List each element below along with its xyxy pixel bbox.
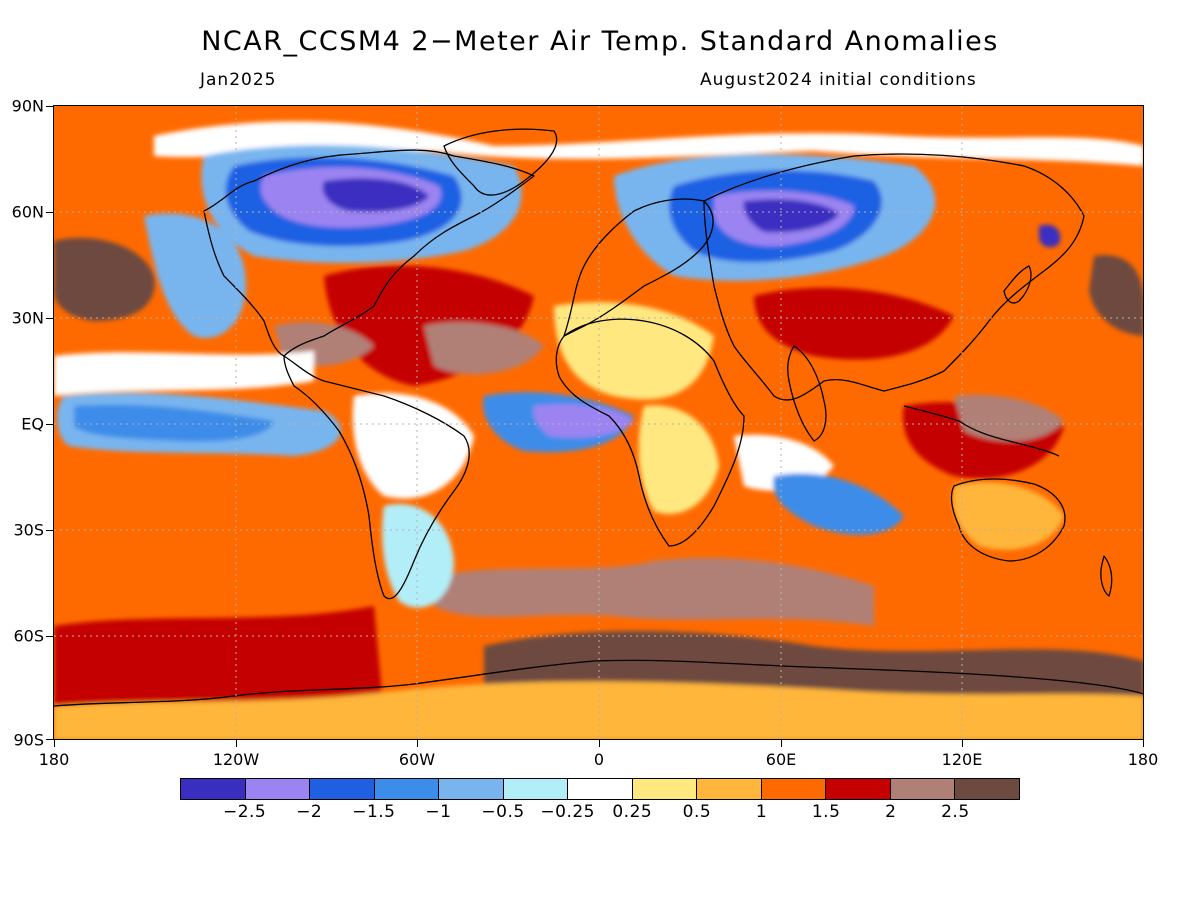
legend-label: −0.5 bbox=[481, 802, 525, 822]
lat-label-60n: 60N bbox=[11, 202, 44, 222]
legend-label: 0.5 bbox=[682, 802, 712, 822]
field-warm-brown-e bbox=[424, 322, 544, 375]
legend-label: 1 bbox=[755, 802, 768, 822]
legend-swatch bbox=[503, 779, 569, 799]
lat-label-60s: 60S bbox=[13, 626, 44, 646]
tick-lat-eq bbox=[46, 424, 53, 425]
coastline-india bbox=[787, 345, 827, 442]
lon-label-180e: 180 bbox=[1127, 750, 1159, 769]
coastline-new-zealand bbox=[1100, 555, 1113, 597]
tick-lat-90s bbox=[46, 739, 53, 740]
field-warm-2-c bbox=[1089, 255, 1144, 336]
legend-label: 0.25 bbox=[612, 802, 653, 822]
field-neutral-arctic bbox=[154, 121, 1144, 166]
legend-label: −2.5 bbox=[222, 802, 267, 822]
legend-swatch bbox=[826, 779, 891, 799]
lat-label-30s: 30S bbox=[13, 520, 44, 540]
field-coldest-canada-core bbox=[322, 178, 429, 212]
lon-label-60w: 60W bbox=[398, 750, 436, 769]
legend-swatch bbox=[568, 779, 633, 799]
legend-swatch bbox=[890, 779, 956, 799]
legend-swatch bbox=[955, 779, 1019, 799]
field-warm-2-b bbox=[54, 237, 155, 321]
initial-conditions: August2024 initial conditions bbox=[700, 70, 977, 90]
lat-label-30n: 30N bbox=[11, 308, 44, 328]
legend-label: −1.5 bbox=[352, 802, 396, 822]
tick-lon-60e bbox=[781, 740, 782, 747]
tick-lat-60s bbox=[46, 636, 53, 637]
tick-lon-120e bbox=[962, 740, 963, 747]
field-coldest-atlantic bbox=[533, 404, 634, 438]
field-warm-brown-f bbox=[954, 394, 1064, 442]
lon-label-0: 0 bbox=[593, 750, 605, 769]
chart-title: NCAR_CCSM4 2−Meter Air Temp. Standard An… bbox=[201, 26, 999, 57]
tick-lon-180w bbox=[54, 740, 55, 747]
legend-label: 1.5 bbox=[811, 802, 841, 822]
field-cool-satlantic bbox=[382, 504, 454, 608]
color-legend bbox=[180, 778, 1020, 800]
field-warm-2 bbox=[434, 557, 874, 626]
coastline-australia bbox=[950, 478, 1066, 562]
tick-lat-30n bbox=[46, 318, 53, 319]
coastline-greenland bbox=[443, 128, 558, 196]
legend-swatch bbox=[181, 779, 246, 799]
legend-swatch bbox=[374, 779, 440, 799]
tick-lon-120w bbox=[236, 740, 237, 747]
tick-lon-60w bbox=[417, 740, 418, 747]
coastline-indonesia bbox=[903, 405, 1060, 457]
lat-label-90s: 90S bbox=[13, 730, 44, 750]
anomaly-fields bbox=[54, 121, 1144, 740]
field-neutral-sahara bbox=[554, 302, 714, 400]
lon-label-120e: 120E bbox=[941, 750, 983, 769]
coastline-japan bbox=[1003, 265, 1032, 304]
legend-label: −0.25 bbox=[540, 802, 595, 822]
lon-label-60e: 60E bbox=[765, 750, 797, 769]
field-warm-red bbox=[54, 606, 384, 721]
field-cool-indian bbox=[773, 473, 904, 535]
field-cold-pacific bbox=[74, 404, 274, 442]
field-neutral-antarctic bbox=[54, 681, 1144, 740]
legend-swatch bbox=[245, 779, 311, 799]
coastline-south-america bbox=[283, 355, 470, 600]
legend-swatch bbox=[439, 779, 504, 799]
coastline-africa bbox=[555, 318, 745, 547]
field-neutral-africa bbox=[638, 405, 719, 514]
tick-lon-0 bbox=[599, 740, 600, 747]
legend-label: −2 bbox=[296, 802, 323, 822]
forecast-month: Jan2025 bbox=[200, 70, 277, 90]
lat-label-eq: EQ bbox=[21, 414, 44, 434]
field-coldest-siberia bbox=[1039, 224, 1061, 248]
field-neutral-tropics bbox=[54, 351, 314, 396]
field-cool-pacific-b bbox=[144, 213, 246, 338]
legend-swatch bbox=[761, 779, 827, 799]
field-neutral-amazon bbox=[352, 392, 474, 499]
legend-label: 2.5 bbox=[941, 802, 970, 822]
tick-lon-180e bbox=[1143, 740, 1144, 747]
coastline-asia bbox=[703, 153, 1085, 401]
legend-label: 2 bbox=[885, 802, 897, 822]
field-coldest-russia-core bbox=[743, 199, 839, 233]
anomaly-map-svg bbox=[54, 106, 1144, 740]
tick-lat-90n bbox=[46, 106, 53, 107]
lat-label-90n: 90N bbox=[11, 96, 44, 116]
tick-lat-60n bbox=[46, 212, 53, 213]
anomaly-map bbox=[54, 106, 1144, 740]
lon-label-120w: 120W bbox=[212, 750, 260, 769]
legend-label: −1 bbox=[425, 802, 452, 822]
lon-label-180w: 180 bbox=[38, 750, 70, 769]
legend-swatch bbox=[310, 779, 375, 799]
graticule bbox=[54, 106, 1144, 740]
coastline-antarctica bbox=[54, 659, 1144, 707]
field-warm-red-c bbox=[754, 287, 954, 360]
legend-swatch bbox=[632, 779, 698, 799]
coastlines bbox=[54, 128, 1144, 707]
coastline-north-america bbox=[203, 149, 535, 357]
legend-swatch bbox=[697, 779, 762, 799]
field-neutral-australia bbox=[952, 482, 1064, 550]
tick-lat-30s bbox=[46, 530, 53, 531]
